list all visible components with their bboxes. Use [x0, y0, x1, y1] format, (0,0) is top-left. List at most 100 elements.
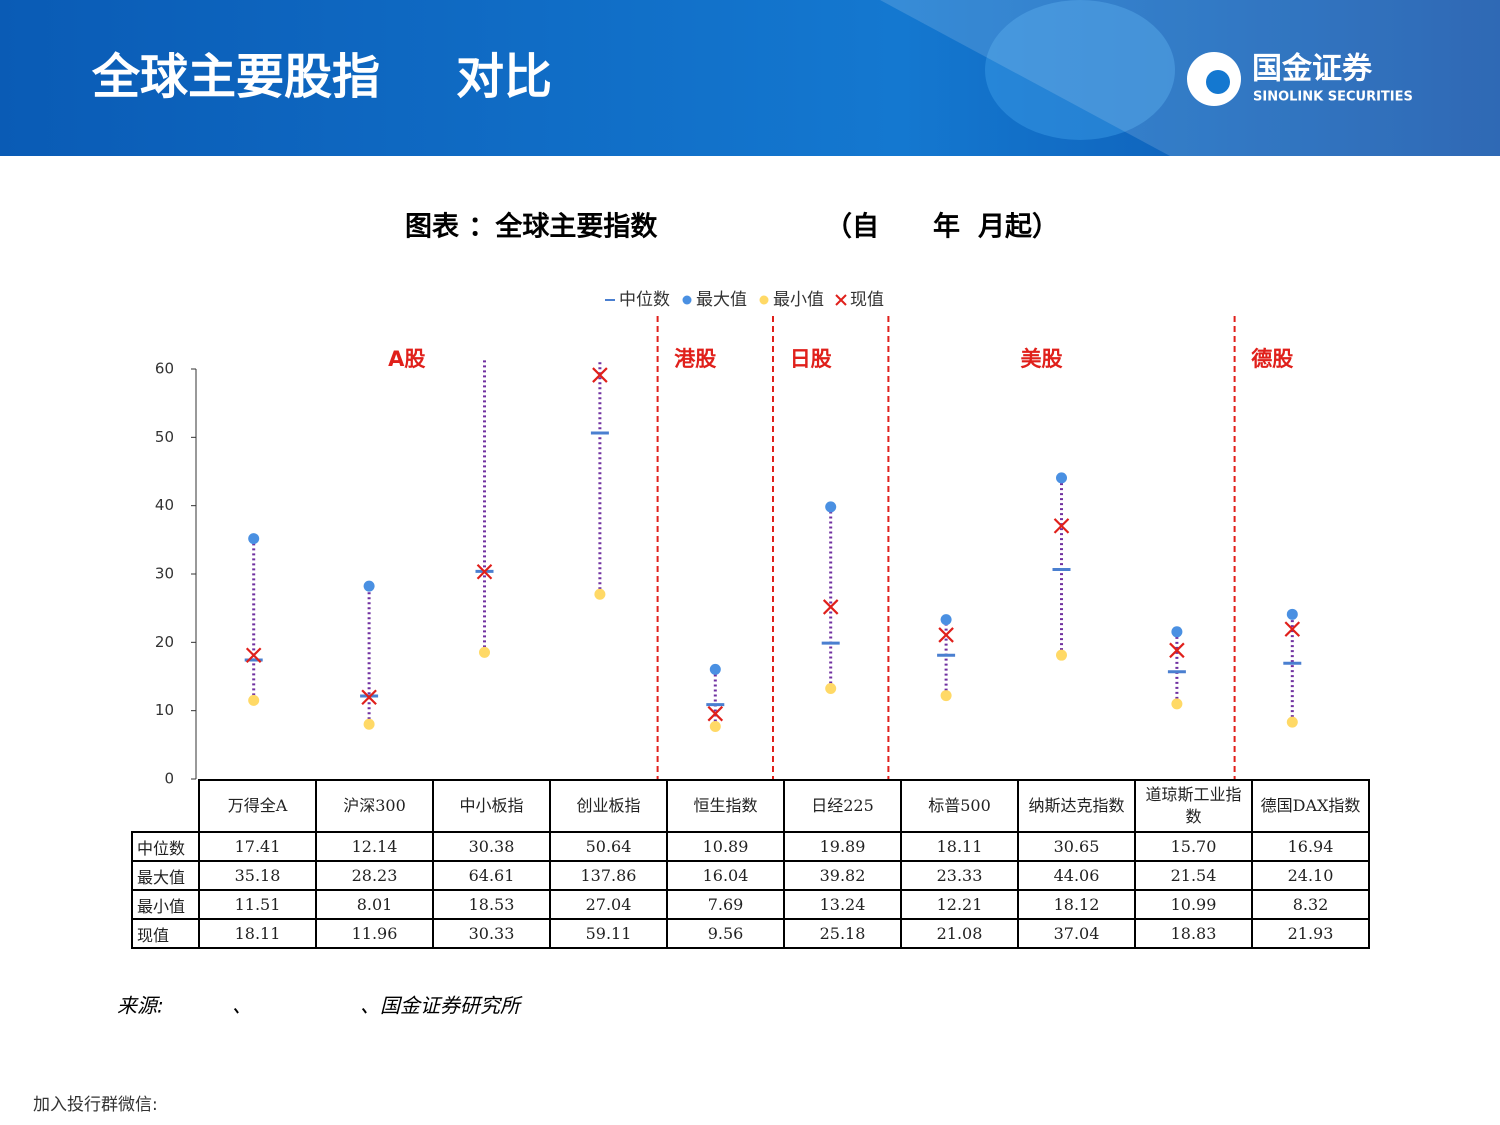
legend-label: 最大值: [696, 290, 747, 310]
table-row: 现值 18.11 11.96 30.33 59.11 9.56 25.18 21.08 37.0…: [131, 918, 1370, 949]
table-cell: 中小板指: [432, 779, 551, 833]
table-cell: 35.18: [198, 860, 317, 891]
group-label: A股: [388, 347, 425, 371]
value-dot: [594, 588, 606, 600]
table-cell: 纳斯达克指数: [1017, 779, 1136, 833]
table-cell: 德国DAX指数: [1251, 779, 1370, 833]
table-cell: 23.33: [900, 860, 1019, 891]
value-dot: [940, 614, 952, 626]
table-cell: 创业板指: [549, 779, 668, 833]
table-cell: 30.38: [432, 831, 551, 862]
source: 来源:: [117, 994, 164, 1018]
current-mark: [245, 647, 262, 664]
table-cell: 11.51: [198, 889, 317, 920]
footer: 加入投行群微信:: [33, 1095, 158, 1115]
current-mark: [1169, 642, 1185, 659]
table-cell: 最小值: [131, 889, 200, 920]
table-cell: 64.61: [432, 860, 551, 891]
table-cell: 15.70: [1134, 831, 1253, 862]
table-cell: 21.93: [1251, 918, 1370, 949]
group-label: 港股: [674, 347, 716, 371]
page-title: 全球主要股指: [91, 49, 380, 105]
table-cell: 25.18: [783, 918, 902, 949]
y-tick-label: 30: [155, 565, 174, 583]
table-cell: 50.64: [549, 831, 668, 862]
table-cell: 12.14: [315, 831, 434, 862]
table-cell: 8.32: [1251, 889, 1370, 920]
y-tick-label: 40: [155, 496, 174, 514]
value-dot: [363, 718, 375, 730]
table-cell: 24.10: [1251, 860, 1370, 891]
logo-sub: SINOLINK SECURITIES: [1253, 90, 1413, 105]
value-dot: [709, 720, 721, 732]
table-cell: 59.11: [549, 918, 668, 949]
table-cell: 12.21: [900, 889, 1019, 920]
value-dot: [1056, 649, 1067, 661]
chart-title: 图表 ：全球主要指数: [405, 211, 658, 243]
table-row: 万得全A 沪深300 中小板指 创业板指 恒生指数 日经225 标普500 纳斯达克指数 道琼斯…: [132, 779, 1370, 833]
table-cell: 道琼斯工业指数: [1134, 779, 1253, 833]
table-cell: 最大值: [131, 860, 200, 891]
table-cell: [132, 780, 199, 832]
table-cell: 16.04: [666, 860, 785, 891]
value-dot: [479, 332, 490, 343]
table-cell: 16.94: [1251, 831, 1370, 862]
table-cell: 21.08: [900, 918, 1019, 949]
current-mark: [707, 705, 724, 722]
header-decoration: [985, 0, 1175, 140]
y-tick-label: 0: [164, 770, 174, 788]
table-row: 最大值 35.18 28.23 64.61 137.86 16.04 39.82 23.33 4…: [131, 860, 1370, 891]
group-label: 德股: [1251, 347, 1293, 371]
value-dot: [825, 501, 837, 513]
table-cell: 万得全A: [198, 779, 317, 833]
legend-swatch: [682, 295, 692, 305]
value-dot: [1056, 472, 1067, 484]
table-cell: 37.04: [1017, 918, 1136, 949]
table-cell: 10.99: [1134, 889, 1253, 920]
legend-label: 现值: [850, 290, 884, 310]
data-table: 万得全A 沪深300 中小板指 创业板指 恒生指数 日经225 标普500 纳斯达克指数 道琼斯…: [131, 779, 1370, 949]
current-mark: [1284, 621, 1301, 637]
legend-label: 中位数: [619, 290, 670, 310]
table-cell: 现值: [131, 918, 200, 949]
current-mark: [592, 367, 608, 383]
y-tick-label: 20: [155, 633, 174, 651]
table-cell: 9.56: [666, 918, 785, 949]
table-cell: 18.53: [432, 889, 551, 920]
table-cell: 21.54: [1134, 860, 1253, 891]
current-mark: [361, 689, 377, 706]
table-cell: 中位数: [131, 831, 200, 862]
chart-title: （自: [825, 211, 879, 243]
current-mark: [476, 563, 493, 580]
table-cell: 7.69: [666, 889, 785, 920]
table-cell: 137.86: [549, 860, 668, 891]
table-cell: 18.83: [1134, 918, 1253, 949]
table-cell: 恒生指数: [666, 779, 785, 833]
table-cell: 8.01: [315, 889, 434, 920]
table-row: 中位数 17.41 12.14 30.38 50.64 10.89 19.89 18.11 30…: [131, 831, 1370, 862]
table-cell: 日经225: [783, 779, 902, 833]
value-dot: [940, 690, 952, 702]
plot-area: [244, 332, 1302, 732]
y-tick-label: 60: [155, 360, 174, 378]
value-dot: [1286, 608, 1298, 620]
value-dot: [825, 683, 837, 695]
logo-icon: [1206, 70, 1230, 94]
table-cell: 44.06: [1017, 860, 1136, 891]
page-title: 对比: [456, 49, 552, 105]
table-cell: 18.12: [1017, 889, 1136, 920]
table-cell: 11.96: [315, 918, 434, 949]
value-dot: [248, 533, 260, 545]
logo-name: 国金证券: [1252, 52, 1373, 87]
table-row: 最小值 11.51 8.01 18.53 27.04 7.69 13.24 12.21 18.1…: [131, 889, 1370, 920]
table-cell: 18.11: [900, 831, 1019, 862]
y-tick-label: 10: [155, 701, 174, 719]
table-cell: 30.33: [432, 918, 551, 949]
table-cell: 28.23: [315, 860, 434, 891]
table-cell: 19.89: [783, 831, 902, 862]
current-mark: [938, 627, 954, 643]
group-label: 美股: [1021, 347, 1063, 371]
value-dot: [709, 663, 721, 675]
